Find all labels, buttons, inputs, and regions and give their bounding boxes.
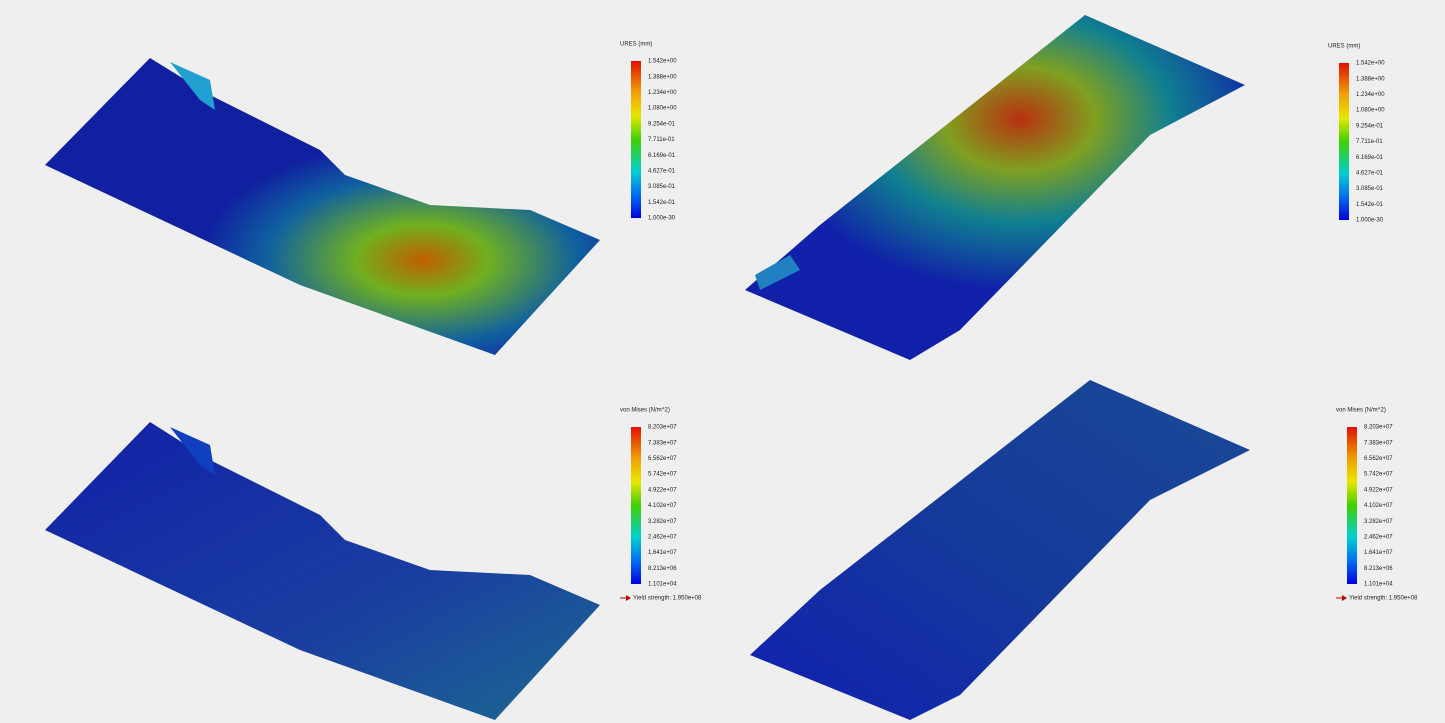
legend-label: 1.542e-01 [648, 200, 676, 206]
legend-label: 7.383e+07 [648, 440, 677, 446]
legend-label: 1.641e+07 [1364, 550, 1393, 556]
legend-label: 1.388e+00 [648, 74, 677, 80]
legend-label: 8.203e+07 [1364, 425, 1393, 431]
legend-label: 1.080e+00 [1356, 108, 1385, 114]
legend-label: 4.922e+07 [1364, 487, 1393, 493]
model-stress-top [750, 380, 1250, 720]
legend-label: 3.282e+07 [1364, 519, 1393, 525]
yield-strength: Yield strength: 1.950e+08 [1349, 596, 1418, 602]
legend-label: 1.388e+00 [1356, 76, 1385, 82]
legend-label: 8.213e+06 [648, 566, 677, 572]
model-stress-iso [45, 422, 600, 720]
legend-label: 6.562e+07 [1364, 456, 1393, 462]
legend-label: 8.203e+07 [648, 425, 677, 431]
model-ures-top [745, 15, 1245, 360]
legend-label: 6.169e-01 [1356, 155, 1384, 161]
legend-label: 1.542e+00 [648, 59, 677, 65]
legend-label: 3.085e-01 [648, 184, 676, 190]
legend-label: 9.254e-01 [1356, 123, 1384, 129]
yield-strength: Yield strength: 1.950e+08 [633, 596, 702, 602]
legend-label: 7.711e-01 [1356, 139, 1383, 145]
legend-label: 1.000e-30 [1356, 218, 1384, 224]
legend-label: 5.742e+07 [648, 472, 677, 478]
legend-label: 1.234e+00 [648, 90, 677, 96]
legend-title: URES (mm) [1328, 44, 1360, 50]
legend-label: 1.234e+00 [1356, 92, 1385, 98]
legend-label: 1.101e+04 [1364, 582, 1393, 588]
legend-label: 1.080e+00 [648, 106, 677, 112]
legend-label: 9.254e-01 [648, 121, 676, 127]
legend-title: von Mises (N/m^2) [620, 408, 670, 414]
legend-label: 4.627e-01 [1356, 170, 1384, 176]
legend-label: 3.282e+07 [648, 519, 677, 525]
legend-label: 6.562e+07 [648, 456, 677, 462]
color-bar [1347, 427, 1357, 584]
legend-label: 7.711e-01 [648, 137, 675, 143]
legend-label: 1.542e+00 [1356, 61, 1385, 67]
legend-label: 4.922e+07 [648, 487, 677, 493]
legend-label: 1.000e-30 [648, 216, 676, 222]
legend-label: 4.102e+07 [648, 503, 677, 509]
legend-label: 7.383e+07 [1364, 440, 1393, 446]
legend-label: 4.627e-01 [648, 168, 676, 174]
legend-label: 1.641e+07 [648, 550, 677, 556]
legend-label: 5.742e+07 [1364, 472, 1393, 478]
legend-title: von Mises (N/m^2) [1336, 408, 1386, 414]
color-bar [631, 61, 641, 218]
yield-arrow-head [1342, 595, 1347, 601]
legend-label: 1.101e+04 [648, 582, 677, 588]
model-ures-iso [45, 58, 600, 355]
legend-label: 4.102e+07 [1364, 503, 1393, 509]
legend-title: URES (mm) [620, 42, 652, 48]
legend-label: 2.462e+07 [648, 534, 677, 540]
legend-label: 3.085e-01 [1356, 186, 1384, 192]
color-bar [1339, 63, 1349, 220]
legend-label: 1.542e-01 [1356, 202, 1384, 208]
legend-label: 2.462e+07 [1364, 534, 1393, 540]
legend-label: 6.169e-01 [648, 153, 676, 159]
legend-label: 8.213e+06 [1364, 566, 1393, 572]
yield-arrow-head [626, 595, 631, 601]
color-bar [631, 427, 641, 584]
